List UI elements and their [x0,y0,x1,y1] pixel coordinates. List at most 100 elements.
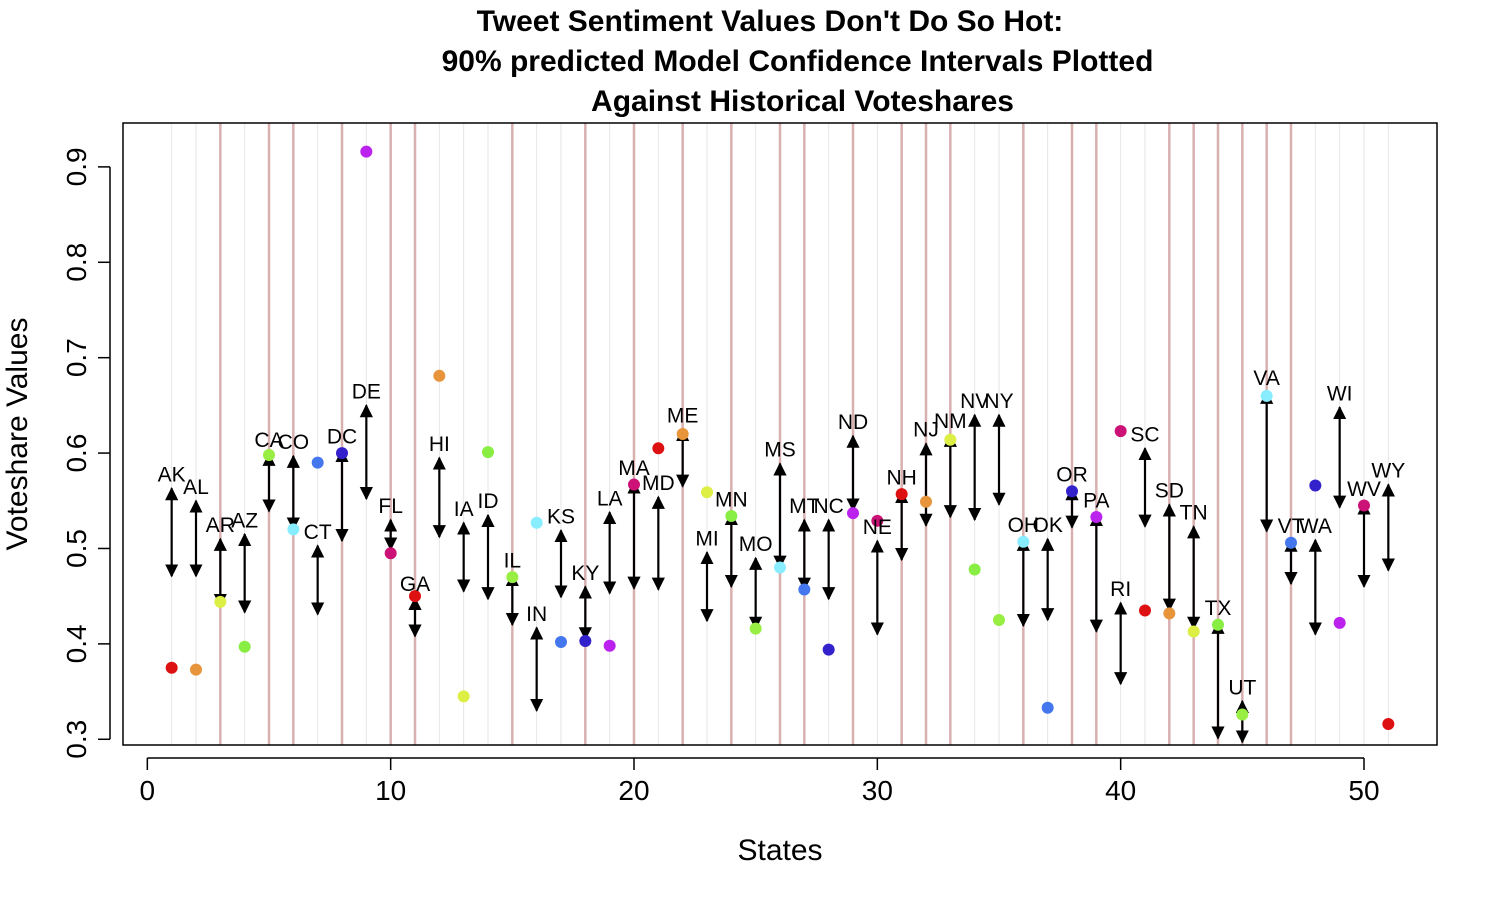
state-label-VT: VT [1278,515,1305,538]
state-label-WY: WY [1371,460,1405,483]
state-label-NC: NC [813,495,843,518]
state-label-WV: WV [1347,478,1381,501]
point-MI [701,486,713,499]
point-VT [1285,536,1297,549]
y-tick-label-0.6: 0.6 [61,434,92,473]
point-SC [1139,604,1151,617]
state-label-NH: NH [886,466,916,489]
state-label-CT: CT [304,521,332,544]
chart-title-line-3: Against Historical Voteshares [591,85,1014,118]
state-label-AR: AR [206,514,235,537]
point-OR [1066,485,1078,498]
point-NV [968,563,981,576]
state-label-OH: OH [1008,514,1040,537]
point-NM [944,433,957,446]
state-label-HI: HI [429,433,450,456]
state-label-WA: WA [1299,515,1332,538]
point-NC [822,643,835,656]
point-ID [482,446,494,459]
point-NE [871,514,884,527]
point-NH [895,488,908,501]
state-label-PA: PA [1083,489,1109,512]
point-MO [749,622,762,635]
point-UT [1236,708,1249,721]
state-label-IL: IL [504,549,522,572]
x-tick-label-10: 10 [375,775,406,806]
point-CO [287,523,300,536]
plot-frame [122,122,1438,746]
state-label-NV: NV [960,390,989,413]
point-OH [1017,535,1030,548]
point-DE [360,145,373,158]
point-MT [798,583,811,596]
chart-title-line-2: 90% predicted Model Confidence Intervals… [441,45,1154,78]
chart-title-line-1: Tweet Sentiment Values Don't Do So Hot: [476,5,1064,38]
point-FL [384,547,397,560]
state-label-NY: NY [984,390,1013,413]
y-tick-label-0.9: 0.9 [61,147,92,186]
point-IN [530,516,543,529]
state-label-OR: OR [1056,464,1088,487]
point-GA [409,590,421,603]
point-TN [1187,625,1200,638]
point-RI [1114,425,1127,438]
x-tick-label-40: 40 [1105,775,1136,806]
x-tick-label-30: 30 [862,775,893,806]
state-label-OK: OK [1032,514,1062,537]
state-label-KY: KY [571,562,599,585]
point-VA [1260,389,1273,402]
point-ME [676,428,689,440]
state-label-MI: MI [695,527,718,550]
state-label-LA: LA [597,487,623,510]
point-CA [263,448,275,461]
point-WI [1333,616,1346,629]
point-HI [433,369,446,382]
state-label-TX: TX [1205,597,1232,620]
state-label-SD: SD [1155,480,1184,503]
point-AL [190,663,202,676]
point-MA [628,478,640,491]
point-LA [603,639,616,652]
point-OK [1041,701,1054,714]
state-label-ND: ND [838,411,868,434]
x-axis-label: States [737,834,822,867]
x-tick-label-20: 20 [618,775,649,806]
state-label-MN: MN [715,488,748,511]
point-CT [311,456,324,469]
y-axis: 0.3 0.4 0.5 0.6 0.7 0.8 0.9 [61,147,111,759]
highlight-lines [219,123,1293,745]
x-tick-label-50: 50 [1348,775,1379,806]
point-NY [993,614,1005,627]
state-label-FL: FL [378,495,403,518]
state-label-WI: WI [1327,382,1353,405]
state-label-IA: IA [454,498,474,521]
state-label-CO: CO [278,431,310,454]
state-label-ME: ME [667,404,699,427]
point-MN [725,510,738,523]
state-label-DE: DE [352,381,381,404]
point-WV [1358,499,1370,512]
point-TX [1212,618,1224,631]
y-axis-label: Voteshare Values [1,318,34,551]
point-NJ [920,495,932,508]
point-WA [1309,479,1322,492]
state-label-IN: IN [526,603,547,626]
point-AK [165,661,178,674]
state-label-AZ: AZ [231,509,258,532]
y-tick-label-0.7: 0.7 [61,338,92,377]
state-label-AL: AL [183,476,209,499]
state-label-MA: MA [618,457,650,480]
y-tick-label-0.3: 0.3 [61,720,92,759]
point-IL [506,571,519,584]
state-label-UT: UT [1228,676,1256,699]
y-tick-label-0.5: 0.5 [61,529,92,568]
y-tick-label-0.8: 0.8 [61,243,92,282]
state-label-GA: GA [400,573,430,596]
point-DC [336,447,348,460]
state-label-AK: AK [158,464,186,487]
point-AZ [238,640,251,653]
state-label-DC: DC [327,425,357,448]
point-KS [555,635,567,648]
state-label-ID: ID [478,490,499,513]
